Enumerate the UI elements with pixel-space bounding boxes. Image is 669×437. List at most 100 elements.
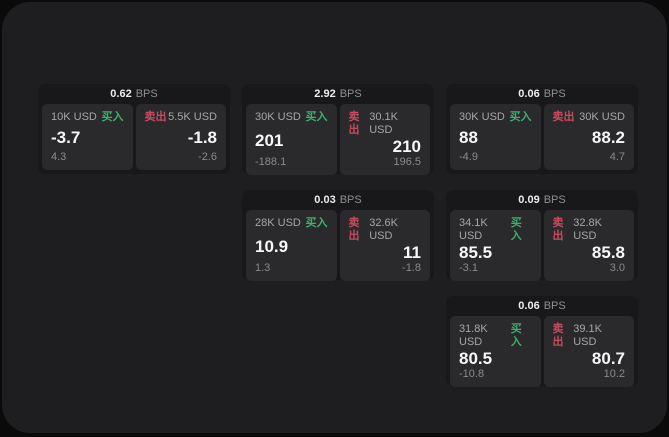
sell-tile-header: 卖出 39.1K USD — [553, 323, 626, 349]
sell-tile-header: 卖出 5.5K USD — [145, 111, 218, 124]
bps-unit-label: BPS — [339, 194, 362, 206]
card-header: 0.62 BPS — [42, 84, 226, 104]
buy-tile-header: 31.8K USD 买入 — [459, 323, 532, 349]
buy-side-label: 买入 — [305, 111, 328, 123]
quote-cards-grid: 0.62 BPS 10K USD 买入 -3.7 4.3 卖出 5.5K USD… — [38, 84, 638, 387]
bps-value: 0.03 — [314, 194, 336, 206]
buy-amount: 31.8K USD — [459, 323, 488, 348]
card-header: 2.92 BPS — [246, 84, 430, 104]
buy-side-label: 买入 — [101, 111, 124, 123]
sell-price: 210 — [392, 137, 421, 156]
buy-tile-header: 28K USD 买入 — [255, 217, 328, 230]
sell-amount: 30K USD — [579, 111, 625, 123]
sell-price: 88.2 — [591, 128, 625, 147]
sell-side-label: 卖出 — [348, 217, 360, 242]
quote-card: 0.62 BPS 10K USD 买入 -3.7 4.3 卖出 5.5K USD… — [38, 84, 230, 174]
buy-delta: -3.1 — [459, 262, 478, 274]
bps-unit-label: BPS — [135, 88, 158, 100]
sell-delta: -2.6 — [198, 151, 217, 163]
sell-price: 80.7 — [591, 349, 625, 368]
sell-tile-header: 卖出 30.1K USD — [349, 111, 422, 137]
quote-card: 0.06 BPS 31.8K USD 买入 80.5 -10.8 卖出 39.1… — [446, 296, 638, 387]
buy-price: 88 — [459, 128, 478, 147]
card-header: 0.06 BPS — [450, 84, 634, 104]
buy-tile-header: 34.1K USD 买入 — [459, 217, 532, 243]
buy-quote-tile[interactable]: 30K USD 买入 88 -4.9 — [450, 104, 541, 170]
sell-side-label: 卖出 — [552, 111, 575, 123]
sell-delta: -1.8 — [402, 262, 421, 274]
buy-tile-header: 10K USD 买入 — [51, 111, 124, 124]
sell-amount: 39.1K USD — [573, 323, 602, 348]
buy-quote-tile[interactable]: 34.1K USD 买入 85.5 -3.1 — [450, 210, 541, 281]
buy-delta: 1.3 — [255, 262, 271, 274]
sell-tile-header: 卖出 30K USD — [553, 111, 626, 124]
buy-tile-header: 30K USD 买入 — [459, 111, 532, 124]
sell-side-label: 卖出 — [144, 111, 167, 123]
buy-side-label: 买入 — [509, 111, 532, 123]
buy-side-label: 买入 — [305, 217, 328, 229]
buy-quote-tile[interactable]: 28K USD 买入 10.9 1.3 — [246, 210, 337, 281]
buy-side-label: 买入 — [510, 323, 522, 348]
sell-amount: 32.6K USD — [369, 217, 398, 242]
sell-delta: 3.0 — [609, 262, 625, 274]
sell-quote-tile[interactable]: 卖出 32.6K USD 11 -1.8 — [339, 210, 430, 281]
quote-card: 2.92 BPS 30K USD 买入 201 -188.1 卖出 30.1K … — [242, 84, 434, 175]
quote-card: 0.09 BPS 34.1K USD 买入 85.5 -3.1 卖出 32.8K… — [446, 190, 638, 281]
sell-tile-header: 卖出 32.8K USD — [553, 217, 626, 243]
card-body: 34.1K USD 买入 85.5 -3.1 卖出 32.8K USD 85.8… — [450, 210, 634, 281]
card-body: 30K USD 买入 201 -188.1 卖出 30.1K USD 210 1… — [246, 104, 430, 175]
buy-amount: 30K USD — [459, 111, 505, 123]
sell-amount: 32.8K USD — [573, 217, 602, 242]
buy-delta: 4.3 — [51, 151, 67, 163]
sell-price: -1.8 — [187, 128, 217, 147]
sell-amount: 5.5K USD — [168, 111, 217, 123]
buy-price: -3.7 — [51, 128, 81, 147]
buy-price: 85.5 — [459, 243, 493, 262]
card-body: 28K USD 买入 10.9 1.3 卖出 32.6K USD 11 -1.8 — [246, 210, 430, 281]
buy-amount: 28K USD — [255, 217, 301, 229]
sell-amount: 30.1K USD — [369, 111, 398, 136]
buy-delta: -188.1 — [255, 156, 287, 168]
card-header: 0.03 BPS — [246, 190, 430, 210]
sell-delta: 10.2 — [603, 368, 625, 380]
sell-side-label: 卖出 — [348, 111, 360, 136]
sell-quote-tile[interactable]: 卖出 30.1K USD 210 196.5 — [339, 104, 430, 175]
buy-amount: 10K USD — [51, 111, 97, 123]
bps-unit-label: BPS — [543, 88, 566, 100]
sell-tile-header: 卖出 32.6K USD — [349, 217, 422, 243]
sell-quote-tile[interactable]: 卖出 32.8K USD 85.8 3.0 — [543, 210, 634, 281]
bps-value: 0.09 — [518, 194, 540, 206]
buy-amount: 30K USD — [255, 111, 301, 123]
bps-unit-label: BPS — [543, 300, 566, 312]
sell-side-label: 卖出 — [552, 323, 564, 348]
buy-delta: -4.9 — [459, 151, 478, 163]
card-header: 0.09 BPS — [450, 190, 634, 210]
buy-price: 201 — [255, 130, 284, 150]
bps-unit-label: BPS — [543, 194, 566, 206]
sell-quote-tile[interactable]: 卖出 5.5K USD -1.8 -2.6 — [135, 104, 226, 170]
buy-quote-tile[interactable]: 31.8K USD 买入 80.5 -10.8 — [450, 316, 541, 387]
bps-unit-label: BPS — [339, 88, 362, 100]
buy-quote-tile[interactable]: 10K USD 买入 -3.7 4.3 — [42, 104, 133, 170]
buy-price: 10.9 — [255, 236, 289, 256]
buy-price: 80.5 — [459, 349, 493, 368]
sell-quote-tile[interactable]: 卖出 30K USD 88.2 4.7 — [543, 104, 634, 170]
sell-delta: 4.7 — [609, 151, 625, 163]
card-body: 30K USD 买入 88 -4.9 卖出 30K USD 88.2 4.7 — [450, 104, 634, 170]
bps-value: 0.06 — [518, 300, 540, 312]
buy-quote-tile[interactable]: 30K USD 买入 201 -188.1 — [246, 104, 337, 175]
quote-card: 0.03 BPS 28K USD 买入 10.9 1.3 卖出 32.6K US… — [242, 190, 434, 281]
sell-price: 11 — [403, 243, 421, 262]
bps-value: 0.06 — [518, 88, 540, 100]
card-header: 0.06 BPS — [450, 296, 634, 316]
sell-side-label: 卖出 — [552, 217, 564, 242]
buy-amount: 34.1K USD — [459, 217, 488, 242]
quote-card: 0.06 BPS 30K USD 买入 88 -4.9 卖出 30K USD 8… — [446, 84, 638, 174]
card-body: 31.8K USD 买入 80.5 -10.8 卖出 39.1K USD 80.… — [450, 316, 634, 387]
bps-value: 2.92 — [314, 88, 336, 100]
sell-quote-tile[interactable]: 卖出 39.1K USD 80.7 10.2 — [543, 316, 634, 387]
sell-delta: 196.5 — [393, 156, 421, 168]
card-body: 10K USD 买入 -3.7 4.3 卖出 5.5K USD -1.8 -2.… — [42, 104, 226, 170]
